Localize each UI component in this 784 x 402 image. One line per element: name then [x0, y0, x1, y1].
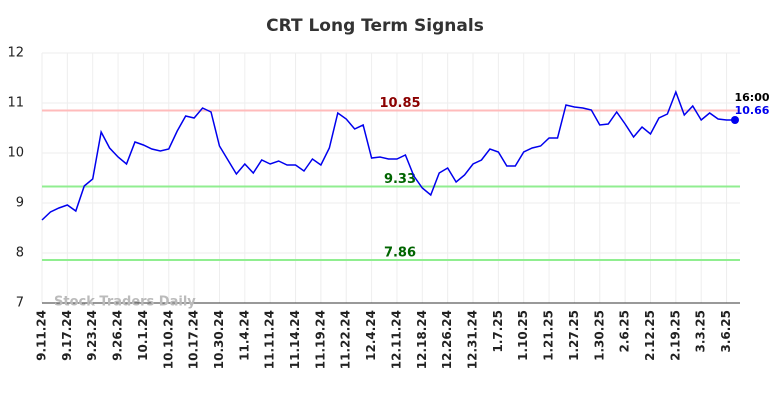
- x-tick-label: 1.21.25: [542, 310, 556, 361]
- x-tick-label: 1.27.25: [567, 310, 581, 361]
- last-value: 10.66: [735, 104, 770, 117]
- y-tick-label: 10: [7, 146, 24, 161]
- x-tick-label: 2.6.25: [618, 310, 632, 353]
- x-tick-label: 10.17.24: [187, 310, 201, 369]
- chart-title: CRT Long Term Signals: [266, 16, 484, 36]
- signal-label: 9.33: [384, 172, 416, 187]
- x-tick-label: 9.23.24: [85, 310, 99, 361]
- x-tick-label: 3.6.25: [719, 310, 733, 353]
- x-tick-label: 9.26.24: [111, 310, 125, 361]
- x-tick-label: 2.12.25: [643, 310, 657, 361]
- x-tick-label: 11.4.24: [237, 310, 251, 361]
- y-tick-label: 7: [16, 296, 24, 311]
- y-tick-label: 11: [7, 96, 24, 111]
- y-tick-label: 12: [7, 46, 24, 61]
- x-tick-label: 1.10.25: [516, 310, 530, 361]
- x-tick-label: 3.3.25: [694, 310, 708, 353]
- x-tick-label: 12.11.24: [389, 310, 403, 369]
- watermark: Stock Traders Daily: [54, 295, 196, 310]
- x-tick-label: 2.19.25: [668, 310, 682, 361]
- signal-label: 7.86: [384, 246, 416, 261]
- x-tick-label: 12.31.24: [466, 310, 480, 369]
- x-tick-label: 1.30.25: [592, 310, 606, 361]
- price-line: [41, 89, 735, 221]
- x-tick-label: 10.30.24: [212, 310, 226, 369]
- signal-label: 10.85: [379, 96, 420, 111]
- x-tick-label: 12.26.24: [440, 310, 454, 369]
- x-tick-label: 9.11.24: [35, 310, 49, 361]
- x-tick-label: 11.11.24: [263, 310, 277, 369]
- x-tick-label: 9.17.24: [60, 310, 74, 361]
- x-tick-label: 1.7.25: [491, 310, 505, 353]
- x-tick-label: 10.1.24: [136, 310, 150, 361]
- x-tick-label: 11.14.24: [288, 310, 302, 369]
- last-time: 16:00: [734, 91, 769, 104]
- last-point: [731, 116, 739, 124]
- x-tick-label: 12.4.24: [364, 310, 378, 361]
- x-tick-label: 11.19.24: [313, 310, 327, 369]
- x-tick-label: 11.22.24: [339, 310, 353, 369]
- y-tick-label: 9: [16, 196, 24, 211]
- x-tick-label: 12.18.24: [415, 310, 429, 369]
- x-tick-label: 10.10.24: [161, 310, 175, 369]
- y-tick-label: 8: [16, 246, 24, 261]
